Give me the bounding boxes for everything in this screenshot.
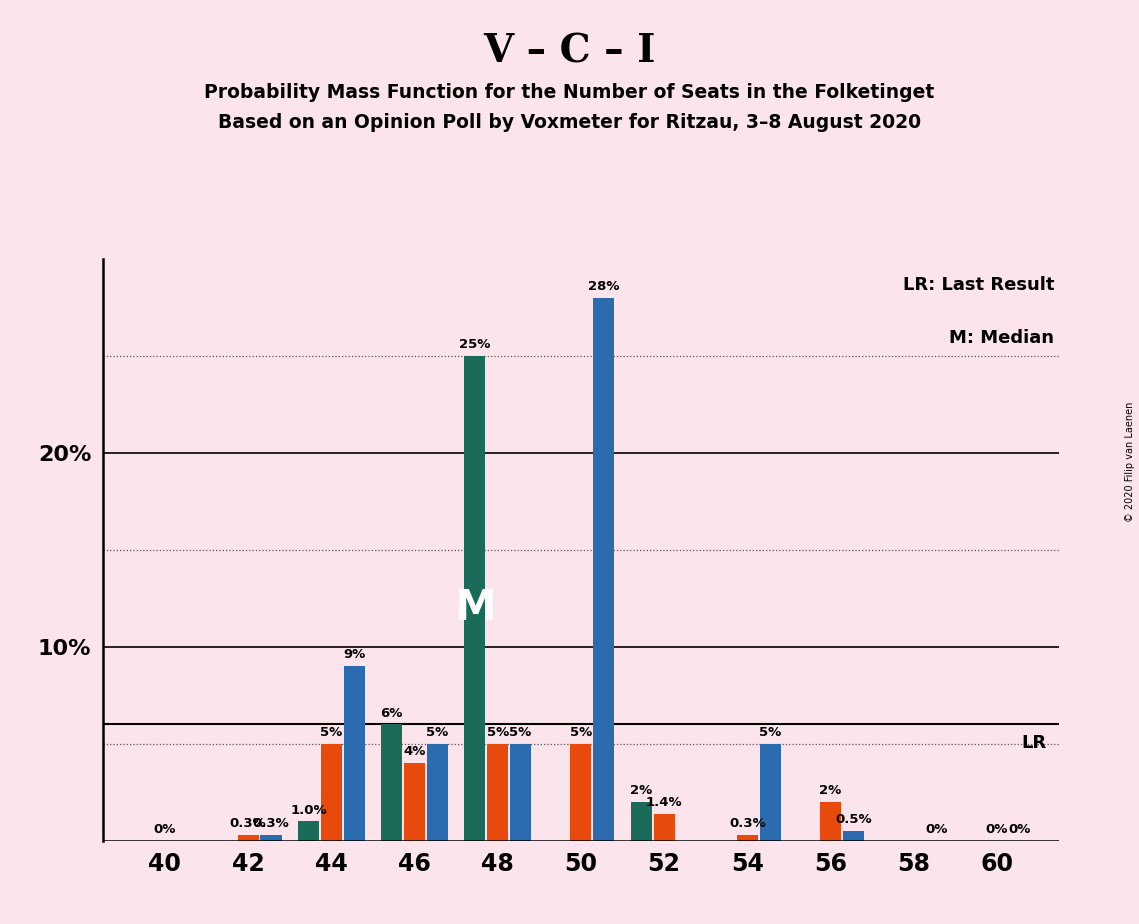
Bar — [382, 724, 402, 841]
Bar — [737, 835, 757, 841]
Text: 1.0%: 1.0% — [290, 804, 327, 817]
Text: 5%: 5% — [320, 726, 343, 739]
Bar — [820, 802, 841, 841]
Text: 6%: 6% — [380, 707, 403, 720]
Text: 0.3%: 0.3% — [729, 817, 765, 830]
Bar — [298, 821, 319, 841]
Bar — [760, 744, 780, 841]
Bar — [571, 744, 591, 841]
Bar — [510, 744, 531, 841]
Bar — [344, 666, 364, 841]
Bar — [465, 356, 485, 841]
Bar — [593, 298, 614, 841]
Bar — [654, 814, 674, 841]
Bar — [321, 744, 342, 841]
Text: 0%: 0% — [1008, 823, 1031, 836]
Bar — [404, 763, 425, 841]
Text: 5%: 5% — [509, 726, 532, 739]
Text: 0.3%: 0.3% — [253, 817, 289, 830]
Text: 9%: 9% — [343, 649, 366, 662]
Text: © 2020 Filip van Laenen: © 2020 Filip van Laenen — [1125, 402, 1134, 522]
Bar — [843, 832, 863, 841]
Text: 1.4%: 1.4% — [646, 796, 682, 808]
Text: M: M — [454, 587, 495, 629]
Text: 4%: 4% — [403, 746, 426, 759]
Bar — [631, 802, 652, 841]
Text: M: Median: M: Median — [950, 329, 1055, 346]
Text: 0%: 0% — [985, 823, 1008, 836]
Text: LR: Last Result: LR: Last Result — [903, 276, 1055, 294]
Text: 2%: 2% — [630, 784, 653, 797]
Text: LR: LR — [1022, 734, 1047, 752]
Bar — [261, 835, 281, 841]
Bar — [487, 744, 508, 841]
Text: 0.5%: 0.5% — [835, 813, 871, 826]
Bar — [238, 835, 259, 841]
Text: 0%: 0% — [925, 823, 948, 836]
Text: Probability Mass Function for the Number of Seats in the Folketinget: Probability Mass Function for the Number… — [204, 83, 935, 103]
Text: 0%: 0% — [154, 823, 177, 836]
Text: 0.3%: 0.3% — [230, 817, 267, 830]
Bar — [427, 744, 448, 841]
Text: 5%: 5% — [570, 726, 592, 739]
Text: Based on an Opinion Poll by Voxmeter for Ritzau, 3–8 August 2020: Based on an Opinion Poll by Voxmeter for… — [218, 113, 921, 132]
Text: 2%: 2% — [819, 784, 842, 797]
Text: 28%: 28% — [588, 280, 620, 293]
Text: V – C – I: V – C – I — [483, 32, 656, 70]
Text: 5%: 5% — [486, 726, 509, 739]
Text: 5%: 5% — [759, 726, 781, 739]
Text: 5%: 5% — [426, 726, 449, 739]
Text: 25%: 25% — [459, 338, 491, 351]
